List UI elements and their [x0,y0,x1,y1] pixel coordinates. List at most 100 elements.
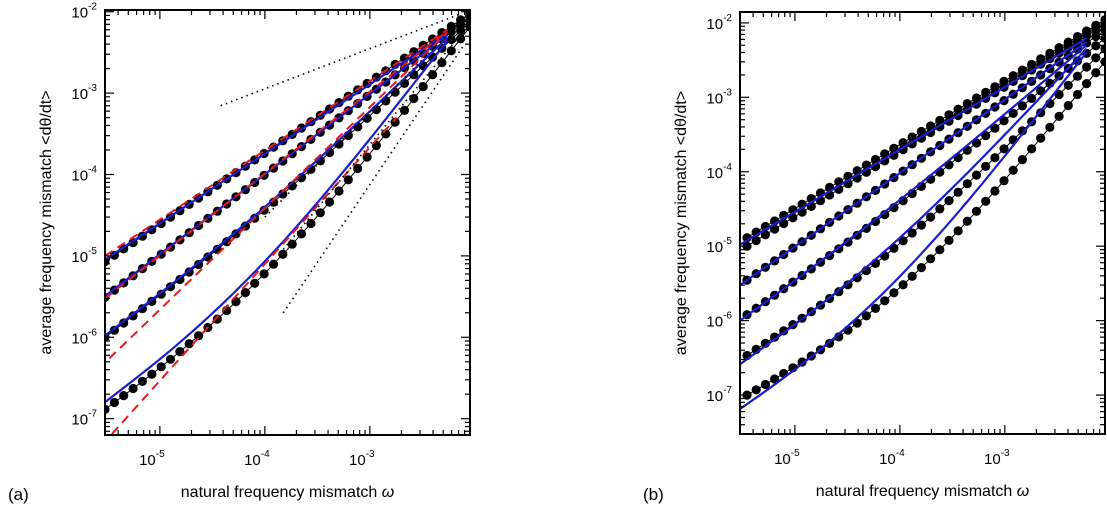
y-tick-label: 10-5 [71,246,97,266]
data-point [1082,31,1092,41]
data-point [399,105,410,115]
data-point [334,186,344,196]
data-point [880,210,890,220]
panel-label: (b) [643,485,664,504]
y-tick-label: 10-4 [71,165,97,185]
data-point [456,26,466,36]
data-point [437,58,447,68]
data-point [175,347,185,357]
data-point [843,280,853,290]
series-line-7 [740,41,1088,287]
data-point [306,218,316,229]
data-point [1091,53,1101,63]
y-tick-label: 10-7 [71,409,97,429]
data-point [944,235,954,245]
y-tick-label: 10-2 [71,2,97,22]
data-point [1091,68,1101,78]
data-point [770,332,780,342]
data-point [861,223,872,233]
y-axis-title: average frequency mismatch <dθ/dt> [38,90,55,354]
data-point [1036,133,1046,143]
series-line-9 [105,30,449,300]
data-point [194,259,204,270]
data-point [889,150,899,160]
series-line-1 [746,24,1105,247]
data-point [1082,62,1092,72]
data-point [446,34,456,45]
data-point [268,197,279,207]
data-point [296,229,307,239]
series-line-10 [108,31,449,360]
y-axis-title: average frequency mismatch <dθ/dt> [673,91,690,355]
data-point [981,196,991,206]
data-point [268,259,279,269]
data-point [109,397,119,408]
data-point [1017,101,1027,111]
series-line-8 [105,28,449,257]
data-point [852,273,862,283]
data-point [1054,89,1064,100]
data-point [105,404,110,414]
data-point [343,175,353,185]
axis-ticks [104,10,471,435]
data-point [287,239,297,249]
data-point [870,216,881,227]
data-point [870,303,881,313]
data-point [1027,144,1037,154]
data-point [916,220,927,230]
data-point [907,228,917,238]
data-point [907,271,917,281]
series-line-4 [105,31,449,261]
data-point [1063,100,1073,111]
plot-area [740,15,1105,410]
data-point [990,153,1000,163]
x-tick-label: 10-3 [984,448,1010,468]
data-point [898,236,908,246]
x-tick-label: 10-5 [139,449,165,469]
data-point [250,278,260,288]
data-point [156,362,166,372]
series-line-8 [740,44,1088,322]
data-point [751,385,761,395]
data-point [770,374,780,384]
data-point [990,186,1000,196]
data-point [325,197,335,207]
data-point [362,152,372,162]
data-point [1100,44,1105,54]
y-tick-label: 10-2 [706,13,732,33]
data-point [259,269,269,279]
panel-label: (a) [8,485,29,504]
data-point [334,98,344,108]
data-point [916,126,927,137]
y-tick-label: 10-4 [706,162,732,182]
data-point [137,376,147,386]
data-point [981,161,991,171]
data-point [456,34,466,44]
x-tick-label: 10-3 [349,449,375,469]
data-point [446,46,456,56]
y-tick-label: 10-6 [71,327,97,347]
data-point [907,132,917,142]
data-point [128,383,138,394]
data-point [916,263,927,273]
data-point [231,229,241,239]
data-point [119,391,129,401]
data-point [861,311,872,321]
data-point [770,224,780,234]
x-tick-label: 10-4 [244,449,270,469]
data-point [953,187,963,197]
data-point [1017,126,1027,136]
data-point [898,280,908,290]
plot-area [105,10,470,435]
data-point [926,121,936,131]
data-point [935,245,945,255]
data-point [1045,122,1055,132]
data-point [1091,41,1101,51]
data-point [1091,25,1101,35]
series-line-5 [746,61,1105,396]
data-point [1008,108,1018,118]
data-point [971,170,982,180]
data-point [852,230,862,240]
data-point [944,110,954,120]
